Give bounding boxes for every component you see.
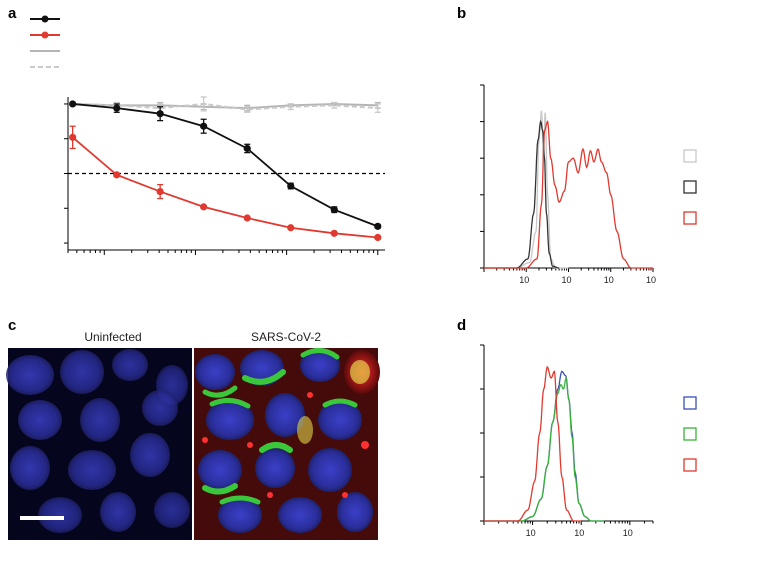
data-point [69, 100, 77, 108]
data-point [330, 229, 338, 237]
legend-swatch [683, 149, 697, 163]
data-point [374, 222, 382, 230]
data-point [113, 104, 121, 112]
legend-marker [41, 31, 49, 39]
x-tick-base: 10 [604, 275, 614, 285]
infected-title: SARS-CoV-2 [251, 330, 321, 344]
data-point [200, 203, 208, 211]
panel-label-d: d [457, 317, 466, 334]
data-point [243, 144, 251, 153]
x-tick-base: 10 [623, 528, 633, 538]
legend-swatch [683, 211, 697, 225]
legend-swatch [683, 180, 697, 194]
panel-a-chart [30, 15, 385, 255]
scale-bar [20, 516, 64, 520]
data-point [243, 214, 251, 222]
legend-swatch [683, 458, 697, 472]
histogram-curve [484, 370, 605, 522]
series-line [72, 102, 378, 111]
data-point [200, 122, 208, 130]
data-point [330, 206, 338, 214]
series-line [72, 136, 378, 239]
panel-label-c: c [8, 317, 16, 334]
data-point [69, 133, 77, 141]
data-point [156, 187, 164, 196]
data-point [287, 224, 295, 232]
legend-swatch [683, 427, 697, 441]
legend-marker [41, 15, 49, 23]
infected-image [194, 348, 380, 540]
x-tick-base: 10 [526, 528, 536, 538]
data-point [156, 110, 164, 118]
x-tick-base: 10 [519, 275, 529, 285]
x-tick-base: 10 [574, 528, 584, 538]
panel-label-b: b [457, 5, 466, 22]
uninfected-title: Uninfected [84, 330, 141, 344]
histogram-curve [484, 376, 605, 522]
histogram-curve [484, 119, 560, 269]
panel-label-a: a [8, 5, 17, 22]
panel-b-chart: 10 10 10 10 [480, 84, 697, 285]
histogram-curve [484, 365, 582, 522]
uninfected-image [6, 348, 192, 540]
histogram-curve [484, 120, 653, 269]
series-line [72, 103, 379, 228]
data-point [287, 182, 295, 190]
panel-c-microscopy: Uninfected SARS-CoV-2 [6, 330, 380, 540]
x-tick-base: 10 [561, 275, 571, 285]
panel-d-chart: 10 10 10 [480, 344, 697, 538]
legend-swatch [683, 396, 697, 410]
x-tick-base: 10 [646, 275, 656, 285]
data-point [113, 171, 121, 179]
data-point [374, 233, 382, 242]
